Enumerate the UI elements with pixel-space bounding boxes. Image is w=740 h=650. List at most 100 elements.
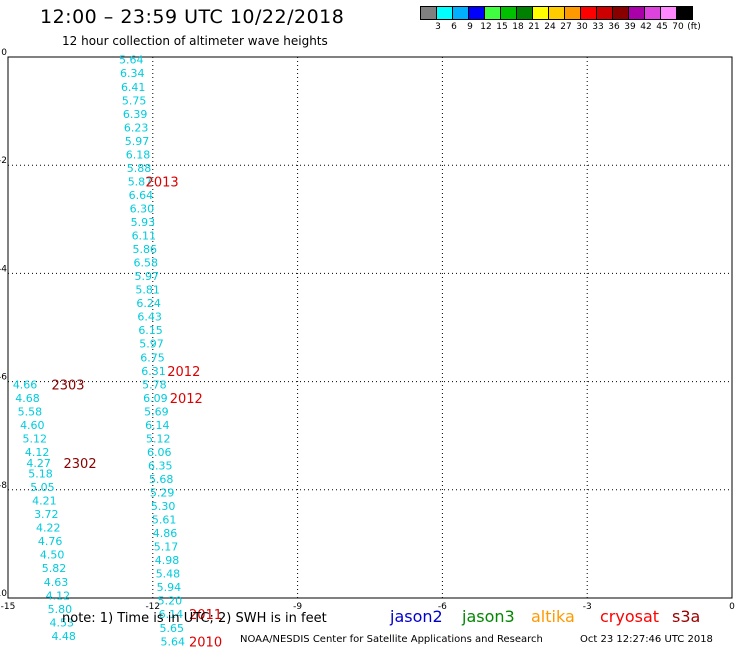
wave-height-label: 5.29: [150, 487, 175, 500]
wave-height-label: 5.97: [125, 135, 149, 148]
color-swatch: [676, 6, 693, 20]
wave-height-label: 5.12: [22, 432, 47, 445]
wave-height-label: 6.14: [159, 608, 184, 621]
wave-height-label: 5.81: [135, 284, 160, 297]
color-scale-label: 12: [480, 22, 492, 32]
wave-height-label: 5.82: [42, 562, 67, 575]
color-scale-label: 70: [672, 22, 684, 32]
wave-height-label: 5.97: [134, 270, 159, 283]
wave-height-label: 4.76: [38, 535, 63, 548]
wave-height-label: 4.86: [153, 527, 178, 540]
satellite-legend-jason2: jason2: [390, 607, 443, 626]
wave-height-label: 5.64: [161, 635, 186, 648]
wave-height-label: 6.14: [145, 419, 170, 432]
wave-height-label: 4.66: [13, 378, 38, 391]
wave-height-label: 5.58: [18, 405, 43, 418]
wave-height-label: 4.50: [40, 549, 65, 562]
satellite-legend-jason3: jason3: [462, 607, 515, 626]
wave-height-label: 6.11: [132, 230, 157, 243]
satellite-legend-s3a: s3a: [672, 607, 701, 626]
wave-height-label: 5.65: [160, 622, 185, 635]
x-tick-label: -15: [1, 602, 16, 612]
y-tick-label: -4: [0, 264, 7, 274]
time-label: 2012: [170, 392, 203, 407]
y-tick-label: -10: [0, 589, 7, 599]
color-scale-label: (ft): [687, 22, 701, 32]
x-tick-label: -6: [438, 602, 447, 612]
wave-height-label: 6.75: [140, 351, 165, 364]
wave-height-label: 6.39: [123, 108, 148, 121]
wave-height-label: 4.60: [20, 419, 45, 432]
color-scale-label: 42: [640, 22, 652, 32]
x-tick-label: 0: [729, 602, 735, 612]
wave-height-label: 5.97: [139, 338, 164, 351]
color-scale-label: 6: [451, 22, 457, 32]
wave-height-label: 5.88: [127, 162, 151, 175]
wave-height-label: 4.12: [25, 446, 50, 459]
wave-height-label: 6.09: [143, 392, 168, 405]
time-label: 2010: [189, 635, 222, 650]
wave-height-label: 5.93: [131, 216, 156, 229]
y-tick-label: -8: [0, 481, 7, 491]
wave-height-label: 6.15: [138, 324, 163, 337]
wave-height-label: 5.64: [119, 54, 144, 67]
color-scale-label: 30: [576, 22, 588, 32]
color-scale-label: 9: [467, 22, 473, 32]
wave-height-label: 4.27: [26, 457, 50, 470]
color-scale-label: 33: [592, 22, 604, 32]
plot-frame: [7, 56, 733, 599]
wave-height-label: 5.87: [128, 175, 152, 188]
wave-height-label: 5.12: [146, 432, 171, 445]
x-tick-label: -9: [293, 602, 302, 612]
time-label: 2303: [51, 378, 84, 393]
satellite-legend-cryosat: cryosat: [600, 607, 660, 626]
time-label: 2013: [146, 175, 179, 190]
time-label: 2011: [189, 608, 222, 623]
wave-height-label: 6.43: [137, 311, 162, 324]
y-tick-label: -2: [0, 156, 7, 166]
wave-height-label: 5.17: [154, 541, 179, 554]
generated-timestamp: Oct 23 12:27:46 UTC 2018: [580, 634, 713, 645]
wave-height-label: 5.48: [156, 568, 181, 581]
y-tick-label: -6: [0, 373, 7, 383]
color-scale-label: 15: [496, 22, 508, 32]
wave-height-label: 3.72: [34, 508, 59, 521]
wave-height-label: 6.35: [148, 459, 173, 472]
wave-height-label: 4.98: [155, 554, 180, 567]
color-scale-label: 39: [624, 22, 636, 32]
chart-subtitle: 12 hour collection of altimeter wave hei…: [62, 34, 328, 48]
time-label: 2302: [64, 457, 97, 472]
color-scale-label: 3: [435, 22, 441, 32]
y-tick-label: 0: [1, 48, 7, 58]
wave-height-label: 5.69: [144, 405, 169, 418]
color-scale-label: 18: [512, 22, 524, 32]
color-scale-label: 24: [544, 22, 556, 32]
wave-height-label: 5.78: [142, 378, 167, 391]
wave-height-label: 6.64: [129, 189, 154, 202]
x-tick-label: -3: [583, 602, 592, 612]
wave-height-label: 4.68: [15, 392, 39, 405]
wave-height-label: 5.20: [158, 595, 183, 608]
wave-height-label: 6.06: [147, 446, 172, 459]
wave-height-label: 6.23: [124, 121, 149, 134]
wave-height-label: 5.30: [151, 500, 176, 513]
color-scale-label: 36: [608, 22, 620, 32]
color-scale-label: 45: [656, 22, 668, 32]
wave-height-label: 4.63: [44, 576, 68, 589]
credit-text: NOAA/NESDIS Center for Satellite Applica…: [240, 634, 543, 645]
wave-height-label: 6.18: [126, 148, 150, 161]
chart-title: 12:00 – 23:59 UTC 10/22/2018: [40, 6, 345, 28]
wave-height-label: 5.18: [28, 468, 53, 481]
wave-height-label: 5.75: [122, 94, 147, 107]
wave-height-label: 4.21: [32, 495, 57, 508]
wave-height-label: 4.12: [46, 589, 70, 602]
time-label: 2012: [167, 365, 200, 380]
wave-height-label: 5.05: [30, 481, 55, 494]
wave-height-label: 4.22: [36, 522, 61, 535]
wave-height-label: 4.53: [50, 616, 75, 629]
wave-height-label: 5.68: [149, 473, 174, 486]
wave-height-label: 6.41: [121, 81, 146, 94]
satellite-legend-altika: altika: [531, 607, 575, 626]
wave-height-label: 5.94: [157, 581, 182, 594]
